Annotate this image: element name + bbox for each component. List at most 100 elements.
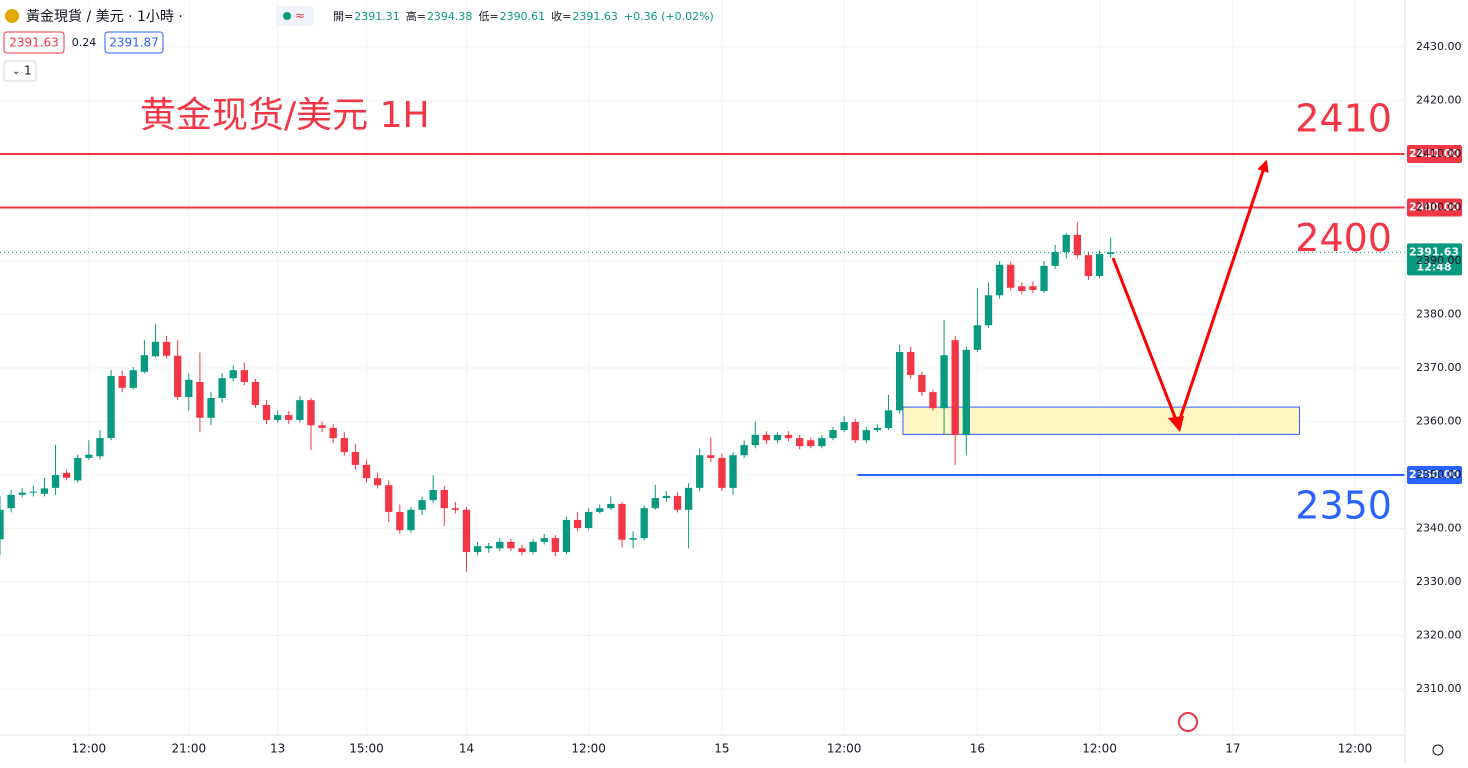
candle-body: [107, 376, 115, 439]
candle-body: [362, 464, 371, 479]
candle-body: [929, 392, 937, 409]
y-tick-label: 2420.00: [1416, 94, 1462, 107]
candle-body: [0, 509, 4, 540]
candle-body: [773, 434, 782, 441]
sell-box[interactable]: [3, 31, 65, 54]
status-icon: ≈: [295, 9, 305, 23]
last-price-badge: [1407, 243, 1462, 276]
candle-body: [1018, 286, 1026, 292]
candle-body: [262, 404, 271, 420]
candle-body: [729, 455, 737, 488]
candle-body: [673, 495, 682, 510]
candle-body: [18, 492, 26, 495]
candle-body: [973, 325, 982, 350]
interval-button[interactable]: [3, 60, 37, 82]
candle-body: [796, 438, 804, 447]
level-label: 2410: [1295, 97, 1392, 141]
candle-body: [818, 438, 826, 447]
candle-body: [240, 370, 249, 382]
x-tick-label: 15: [714, 742, 729, 756]
level-axis-label: 2350.00: [1409, 468, 1459, 481]
candle-body: [629, 538, 637, 540]
x-tick-label: 16: [970, 742, 985, 756]
quote-label: 低=: [478, 10, 498, 23]
candle-body: [373, 478, 382, 486]
candle-body: [440, 490, 448, 509]
candle-body: [451, 508, 460, 510]
level-badge: [1407, 466, 1462, 485]
candle-body: [318, 425, 326, 428]
y-tick-label: 2340.00: [1416, 522, 1462, 535]
x-tick-label: 15:00: [349, 742, 384, 756]
candle-body: [151, 341, 160, 357]
level-badge: [1407, 145, 1462, 164]
bid[interactable]: 2391.63: [9, 36, 59, 50]
chevron: ⌄: [12, 66, 20, 77]
candle-body: [507, 541, 515, 549]
ask[interactable]: 2391.87: [109, 36, 159, 50]
candle-body: [196, 381, 204, 418]
candle-body: [607, 503, 615, 509]
candle-body: [907, 351, 915, 375]
candle-body: [207, 397, 215, 418]
candle-body: [85, 454, 93, 458]
last-price-label: 2391.63: [1409, 245, 1459, 258]
candle-body: [118, 376, 126, 388]
candle-body: [340, 438, 348, 453]
candle-body: [540, 538, 548, 542]
candle-body: [895, 351, 904, 411]
candle-body: [807, 440, 815, 447]
candle-body: [496, 541, 504, 549]
zone: [902, 406, 1300, 435]
quote-value: 2391.31: [354, 10, 400, 23]
candle-body: [851, 422, 859, 441]
candle-body: [584, 511, 593, 528]
y-tick-label: 2400.00: [1416, 201, 1462, 214]
candle-body: [873, 427, 882, 431]
interval[interactable]: 1: [24, 64, 32, 78]
x-tick-label: 17: [1225, 742, 1240, 756]
event-flag[interactable]: [1178, 712, 1198, 732]
buy-box[interactable]: [104, 31, 164, 54]
candle-body: [1029, 286, 1037, 290]
candle-body: [951, 340, 959, 435]
candle-body: [1095, 254, 1104, 277]
quote-value: 2390.61: [500, 10, 546, 23]
quote-label: 收=: [551, 9, 571, 23]
settings-icon[interactable]: [1432, 744, 1444, 756]
market-open-dot: [283, 12, 291, 20]
candle-body: [984, 295, 993, 326]
x-tick-label: 14: [459, 742, 474, 756]
symbol-icon: [5, 9, 19, 23]
candle-body: [162, 341, 171, 356]
candle-body: [229, 370, 237, 379]
candle-body: [840, 422, 848, 431]
quote-value: 2394.38: [427, 10, 473, 23]
candle-body: [651, 498, 659, 509]
candle-body: [995, 264, 1004, 296]
y-tick-label: 2380.00: [1416, 308, 1462, 321]
candle-body: [51, 475, 60, 488]
candle-body: [862, 430, 870, 441]
y-tick-label: 2390.00: [1416, 254, 1462, 267]
candle-body: [407, 509, 415, 531]
candle-body: [618, 503, 626, 540]
candle-body: [307, 400, 315, 426]
x-tick-label: 12:00: [72, 742, 107, 756]
candle-body: [740, 445, 748, 456]
candle-body: [640, 508, 648, 539]
y-tick-label: 2330.00: [1416, 575, 1462, 588]
quote-value: 2391.63: [572, 10, 618, 23]
candle-body: [129, 370, 137, 388]
candle-body: [385, 485, 393, 512]
candle-body: [1040, 265, 1048, 292]
candle-body: [396, 511, 404, 531]
candle-body: [7, 494, 15, 509]
candle-body: [596, 508, 604, 512]
candle-body: [140, 355, 149, 372]
arrow-head: [1168, 416, 1184, 432]
y-tick-label: 2320.00: [1416, 629, 1462, 642]
candle-body: [751, 434, 759, 446]
candle-body: [485, 546, 493, 549]
